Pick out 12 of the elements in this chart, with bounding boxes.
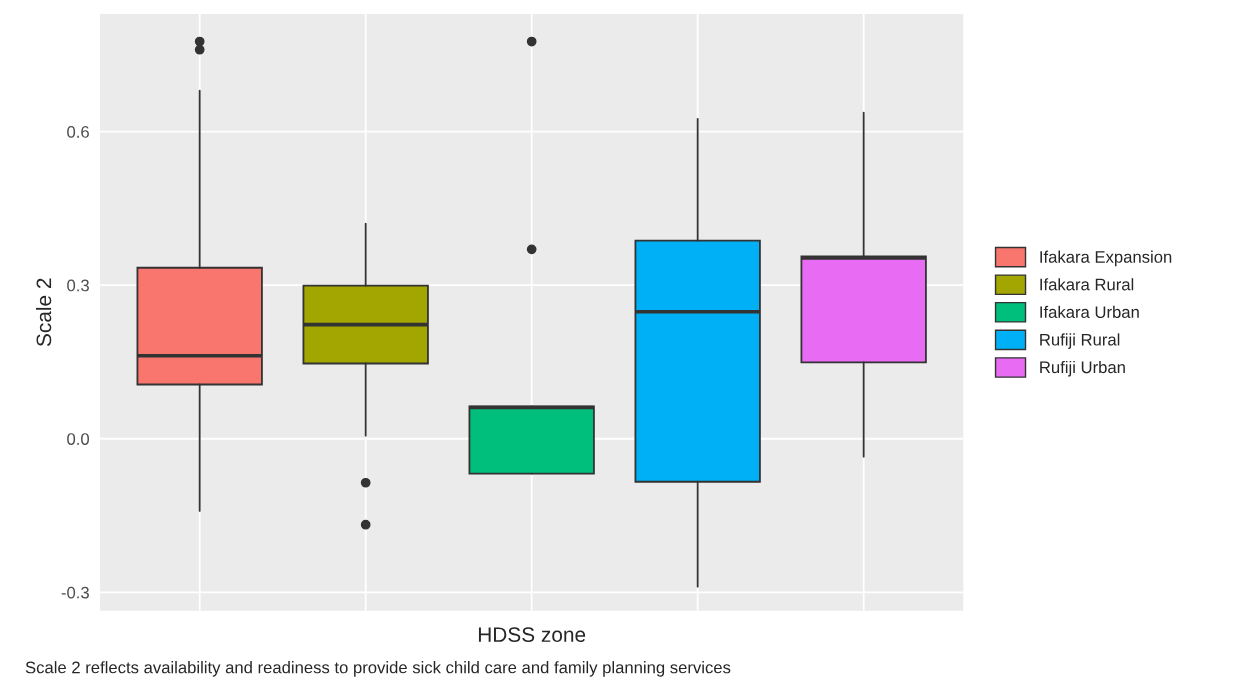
- y-tick-label: 0.3: [67, 279, 89, 292]
- x-axis-title: HDSS zone: [478, 627, 586, 642]
- y-axis-title: Scale 2: [35, 278, 52, 347]
- legend-label: Ifakara Rural: [1040, 278, 1134, 291]
- y-tick-label: 0.6: [67, 126, 89, 138]
- legend-label: Rufiji Urban: [1040, 360, 1125, 377]
- legend-label: Ifakara Expansion: [1040, 250, 1172, 267]
- legend-label: Rufiji Rural: [1040, 333, 1120, 349]
- text: Scale 2 reflects availability and readiness to provide sick child care and family planning services: [25, 661, 731, 677]
- legend-label: Ifakara Urban: [1040, 305, 1139, 319]
- y-tick-label: 0.0: [67, 433, 90, 445]
- y-tick-label: -0.3: [61, 586, 89, 599]
